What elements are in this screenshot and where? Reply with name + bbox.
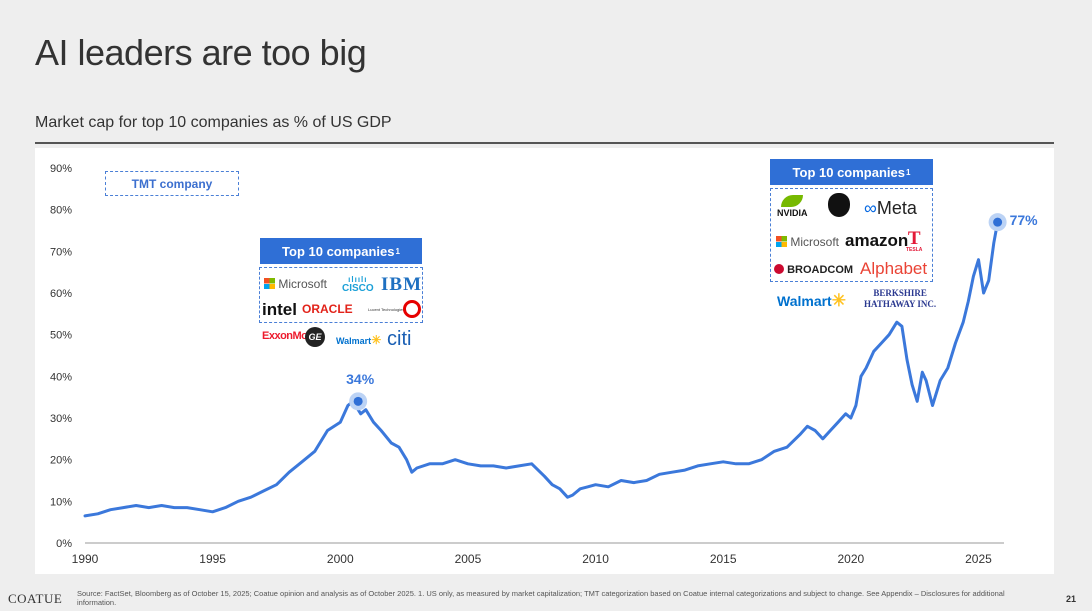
y-tick-label: 80% [50,205,72,217]
title-divider [35,142,1054,144]
top10-2000-footnote: 1 [395,246,400,256]
meta-logo: ∞Meta [864,198,917,218]
broadcom-icon [774,264,784,274]
y-tick-label: 90% [50,163,72,175]
walmart-spark-icon: ✳ [831,291,846,310]
microsoft-logo-2000: Microsoft [264,278,327,290]
cisco-logo: ılıılı CISCO [342,275,374,294]
tmt-legend: TMT company [105,171,239,196]
y-tick-label: 20% [50,455,72,467]
coatue-logo: COATUE [8,591,63,606]
intel-logo: intel [262,300,297,319]
peak-marker [993,217,1003,227]
walmart-spark-icon: ✳ [371,333,382,347]
microsoft-icon [776,236,787,247]
top10-2025-header: Top 10 companies 1 [770,159,933,185]
x-tick-label: 2000 [327,552,354,566]
page-title: AI leaders are too big [35,32,367,73]
source-footnote: Source: FactSet, Bloomberg as of October… [77,589,1005,607]
nvidia-logo: NVIDIA [777,195,808,218]
x-tick-label: 1995 [199,552,226,566]
apple-icon [828,193,850,217]
exxon-logo: ExxonMobil [262,330,319,342]
top10-2000-label: Top 10 companies [282,243,395,259]
alphabet-logo: Alphabet [860,259,928,278]
x-tick-label: 2025 [965,552,992,566]
amazon-logo: amazon [845,231,909,250]
tesla-t-icon: T [907,228,921,249]
ge-logo: GE [305,327,325,347]
series-line [83,220,1000,518]
top10-2025-label: Top 10 companies [792,164,905,180]
y-tick-label: 60% [50,288,72,300]
top10-2000-header: Top 10 companies 1 [260,238,422,264]
walmart-logo-2000: Walmart✳ [336,333,382,347]
lucent-logo: Lucent Technologies [368,307,405,312]
y-tick-label: 40% [50,371,72,383]
x-tick-label: 1990 [72,552,99,566]
tesla-logo: T TESLA [906,228,923,253]
broadcom-logo: BROADCOM [774,264,853,276]
peak-marker [353,396,363,406]
nvidia-eye-icon [781,195,804,207]
y-tick-label: 10% [50,496,72,508]
x-tick-label: 2010 [582,552,609,566]
oracle-logo: ORACLE [302,302,353,316]
meta-infinity-icon: ∞ [864,198,877,218]
microsoft-icon [264,278,275,289]
peak-2025-label: 77% [1009,212,1038,229]
x-tick-label: 2005 [455,552,482,566]
y-tick-label: 50% [50,330,72,342]
x-tick-label: 2020 [837,552,864,566]
microsoft-logo-2025: Microsoft [776,236,839,248]
y-tick-label: 30% [50,413,72,425]
walmart-logo-2025: Walmart✳ [777,291,846,310]
chart-subtitle: Market cap for top 10 companies as % of … [35,114,392,131]
citi-logo: citi [387,328,412,350]
page-number: 21 [1066,594,1077,604]
y-tick-label: 70% [50,246,72,258]
x-tick-label: 2015 [710,552,737,566]
cisco-bars-icon: ılıılı [348,275,368,284]
peak-2000-label: 34% [346,371,375,388]
ibm-logo: IBM [381,274,422,295]
berkshire-logo: BERKSHIRE HATHAWAY INC. [864,288,937,309]
top10-2025-footnote: 1 [906,167,911,177]
y-tick-label: 0% [56,538,72,550]
top10-2000-tmt-box [259,267,423,323]
vodafone-icon [403,300,421,318]
